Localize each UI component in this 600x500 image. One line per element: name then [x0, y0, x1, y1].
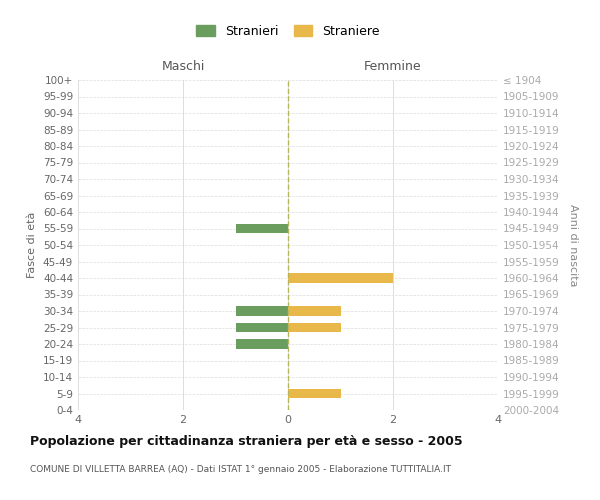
Text: Femmine: Femmine — [364, 60, 422, 74]
Text: Popolazione per cittadinanza straniera per età e sesso - 2005: Popolazione per cittadinanza straniera p… — [30, 435, 463, 448]
Legend: Stranieri, Straniere: Stranieri, Straniere — [193, 21, 383, 42]
Bar — [288, 389, 341, 398]
Text: COMUNE DI VILLETTA BARREA (AQ) - Dati ISTAT 1° gennaio 2005 - Elaborazione TUTTI: COMUNE DI VILLETTA BARREA (AQ) - Dati IS… — [30, 465, 451, 474]
Text: Maschi: Maschi — [161, 60, 205, 74]
Bar — [288, 306, 341, 316]
Y-axis label: Anni di nascita: Anni di nascita — [568, 204, 578, 286]
Bar — [235, 323, 288, 332]
Bar — [235, 224, 288, 233]
Y-axis label: Fasce di età: Fasce di età — [28, 212, 37, 278]
Bar — [235, 306, 288, 316]
Bar — [288, 323, 341, 332]
Bar — [235, 340, 288, 348]
Bar — [288, 274, 393, 282]
